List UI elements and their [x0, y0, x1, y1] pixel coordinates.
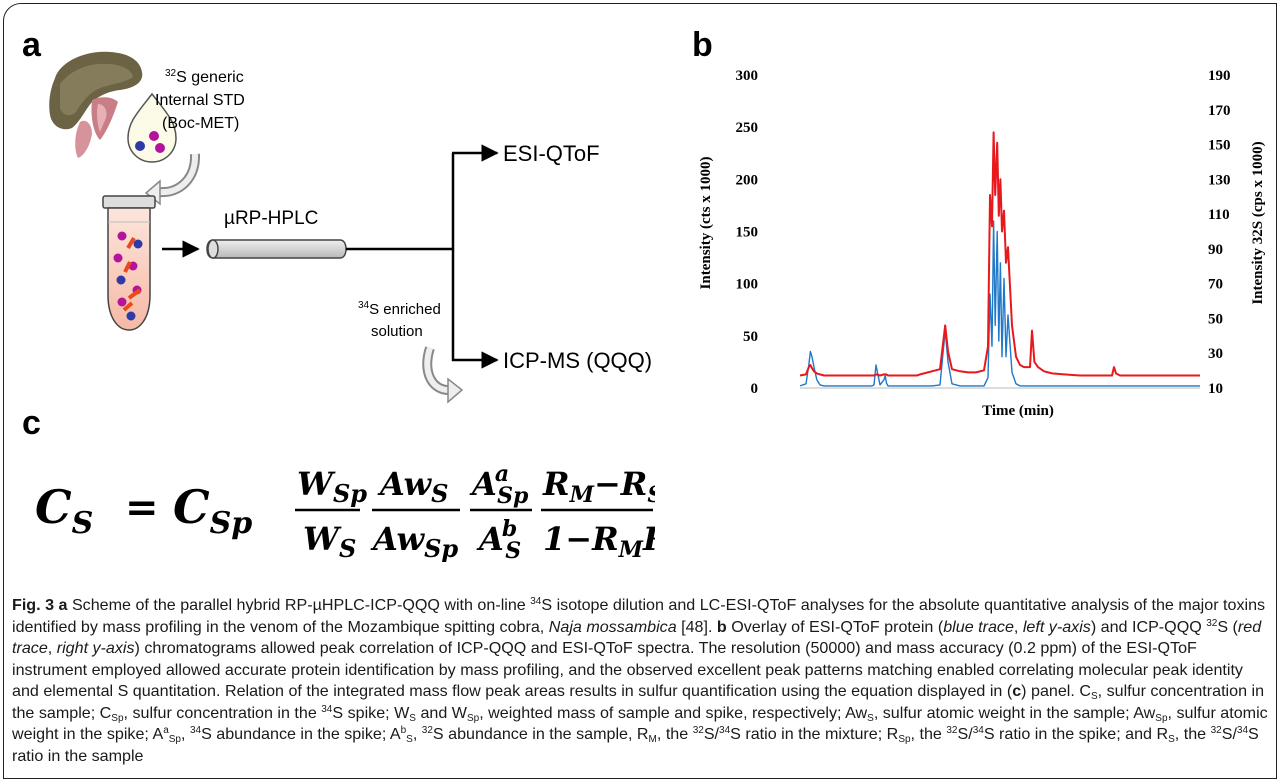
- eq-as: Ab S: [476, 516, 521, 564]
- caption-fig-label: Fig. 3: [12, 596, 55, 614]
- right-tick-label: 110: [1208, 207, 1230, 223]
- caption-part-c: c: [1012, 682, 1022, 700]
- panel-label-b: b: [692, 26, 713, 64]
- esi-qtof-label: ESI-QToF: [503, 141, 600, 166]
- hplc-column: [206, 239, 347, 259]
- caption-species: Naja mossambica: [548, 617, 677, 636]
- eq-numerator-r: RM−RSp: [542, 465, 655, 508]
- left-tick-label: 50: [743, 329, 758, 345]
- left-axis-ticks: 300 250 200 150 100 50 0: [736, 68, 759, 397]
- std-label-line1: 32S generic: [165, 68, 244, 86]
- cobra-illustration: [49, 51, 143, 158]
- eq-equals: =: [125, 484, 159, 531]
- hplc-label: µRP-HPLC: [224, 208, 318, 229]
- eq-cs: CS: [35, 480, 93, 541]
- eq-aws: AwS: [377, 465, 448, 508]
- spike-curved-arrow-icon: [422, 346, 464, 404]
- left-tick-label: 300: [736, 68, 759, 84]
- figure-frame: [3, 3, 1277, 779]
- y-axis-label-right: Intensity 32S (cps x 1000): [1250, 141, 1266, 304]
- sulfur-equation: CS = CSp WSp WS AwS AwSp AaSp AbS RM−RSp…: [35, 455, 686, 569]
- right-tick-label: 150: [1208, 138, 1231, 154]
- eq-csp: CSp: [173, 480, 252, 541]
- spike-label-line2: solution: [371, 323, 423, 340]
- left-tick-label: 150: [736, 225, 759, 241]
- caption-part-b: b: [716, 617, 727, 636]
- icp-ms-label: ICP-MS (QQQ): [503, 348, 652, 373]
- spike-label-line1: 34S enriched: [358, 300, 441, 318]
- left-tick-label: 250: [736, 120, 759, 136]
- right-tick-label: 10: [1208, 381, 1223, 397]
- chart-series: [799, 131, 1200, 387]
- chromatogram-chart: 300 250 200 150 100 50 0 190 170 150 130 110 90 70 50…: [698, 68, 1266, 419]
- caption-part-a: a: [58, 596, 68, 614]
- right-tick-label: 90: [1208, 242, 1223, 258]
- workflow-scheme: 32S generic Internal STD (Boc-MET) µRP-H…: [49, 51, 652, 404]
- eq-asp: Aa Sp: [469, 461, 529, 509]
- right-tick-label: 170: [1208, 103, 1231, 119]
- flow-split: [346, 153, 455, 361]
- left-tick-label: 0: [751, 381, 759, 397]
- std-label-line3: (Boc-MET): [162, 115, 239, 132]
- right-tick-label: 50: [1208, 311, 1223, 327]
- sample-tube: [102, 195, 156, 331]
- std-label-line2: Internal STD: [155, 92, 245, 109]
- right-axis-ticks: 190 170 150 130 110 90 70 50 30 10: [1208, 68, 1231, 397]
- internal-std-drop: [127, 92, 177, 163]
- x-axis-label: Time (min): [982, 403, 1054, 419]
- equation-svg: CS = CSp WSp WS AwS AwSp AaSp AbS RM−RSp…: [35, 461, 686, 564]
- series-line-blue: [799, 220, 1200, 387]
- eq-ws: WS: [303, 520, 356, 563]
- left-tick-label: 100: [736, 277, 759, 293]
- right-tick-label: 190: [1208, 68, 1231, 84]
- eq-awsp: AwSp: [370, 520, 458, 563]
- right-tick-label: 130: [1208, 172, 1231, 188]
- panel-label-a: a: [22, 26, 41, 64]
- y-axis-label-left: Intensity (cts x 1000): [698, 157, 714, 290]
- right-tick-label: 30: [1208, 346, 1223, 362]
- eq-wsp: WSp: [297, 465, 367, 508]
- panel-label-c: c: [22, 404, 41, 442]
- series-line-red: [799, 131, 1200, 377]
- left-tick-label: 200: [736, 172, 759, 188]
- figure-caption: Fig. 3 a Scheme of the parallel hybrid R…: [12, 596, 1268, 765]
- eq-denominator-r: 1−RMRS: [543, 520, 655, 563]
- right-tick-label: 70: [1208, 277, 1223, 293]
